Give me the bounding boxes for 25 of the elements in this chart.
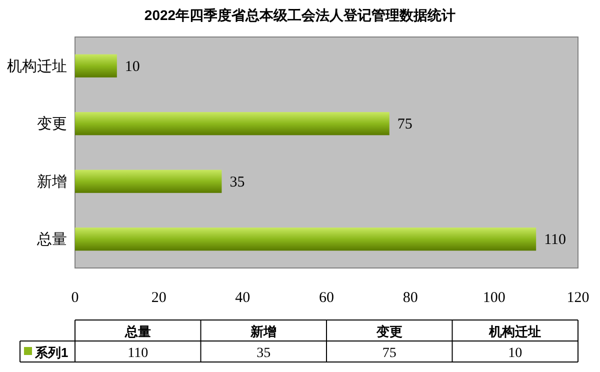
text: 35 <box>256 346 271 361</box>
x-tick-label: 20 <box>151 290 166 306</box>
y-tick-label: 总量 <box>36 231 67 248</box>
text: 10 <box>508 346 522 361</box>
y-tick-label: 变更 <box>37 116 67 133</box>
x-tick-label: 120 <box>566 290 590 306</box>
y-tick-label: 机构迁址 <box>7 58 67 75</box>
x-tick-label: 60 <box>319 290 334 306</box>
x-tick-label: 80 <box>402 290 418 306</box>
chart-title: 2022年四季度省总本级工会法人登记管理数据统计 <box>144 7 456 23</box>
data-label: 10 <box>124 58 140 75</box>
text: 110 <box>128 346 148 361</box>
x-tick-label: 0 <box>71 290 79 306</box>
x-tick-label: 100 <box>482 290 506 306</box>
category-label: 新增 <box>250 324 277 339</box>
category-label: 总量 <box>124 324 151 339</box>
y-tick-label: 新增 <box>37 173 67 190</box>
data-label: 75 <box>397 116 412 133</box>
legend-label: 系列1 <box>34 345 68 360</box>
category-label: 变更 <box>376 324 402 339</box>
text: 75 <box>382 346 396 361</box>
data-label: 110 <box>544 232 566 248</box>
data-label: 35 <box>230 174 245 190</box>
x-tick-label: 40 <box>235 290 250 306</box>
category-label: 机构迁址 <box>489 324 542 339</box>
